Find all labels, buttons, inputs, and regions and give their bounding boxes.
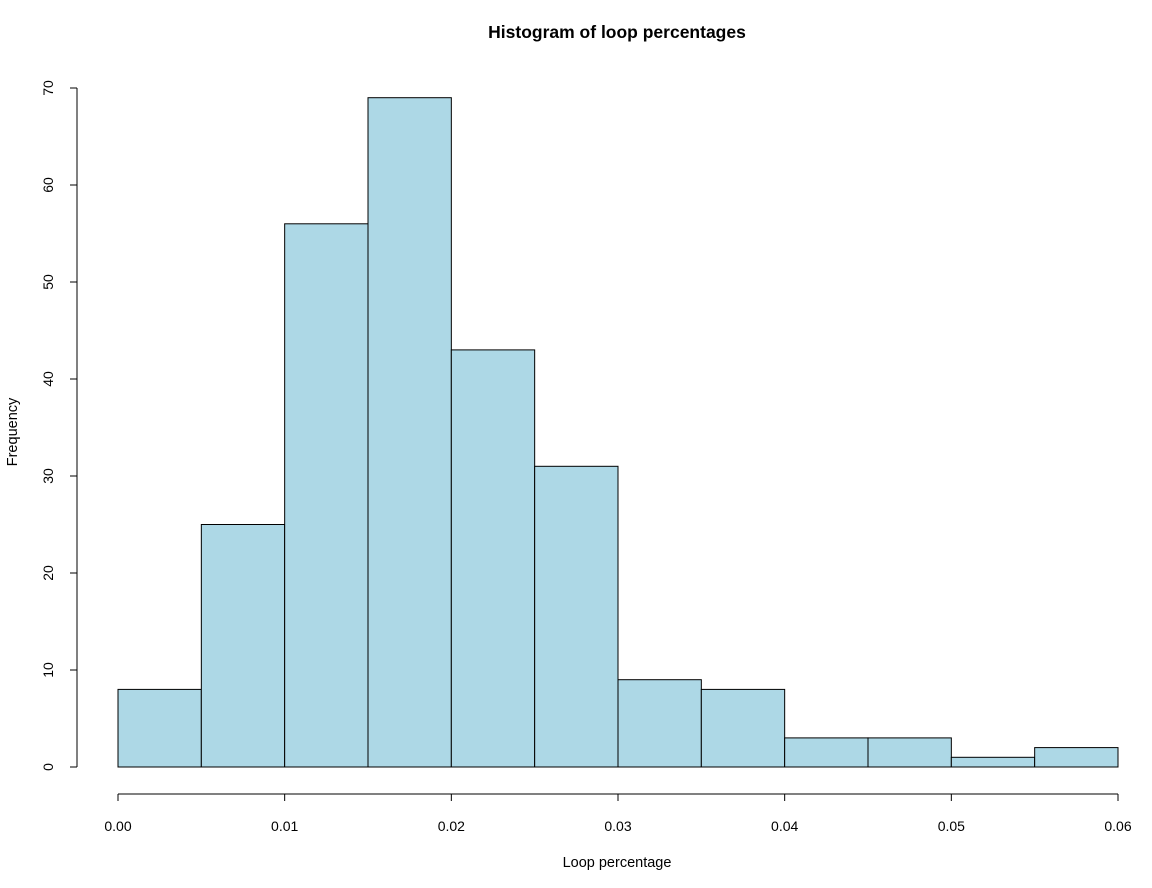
x-tick-label: 0.01 xyxy=(271,818,298,834)
x-tick-label: 0.06 xyxy=(1104,818,1131,834)
histogram-bar xyxy=(784,737,869,768)
chart-title: Histogram of loop percentages xyxy=(488,22,746,42)
y-tick-label: 40 xyxy=(40,371,56,387)
histogram-bar xyxy=(617,679,702,768)
histogram-bar xyxy=(450,349,536,768)
x-tick-label: 0.04 xyxy=(771,818,798,834)
histogram-bar xyxy=(534,465,619,768)
histogram-bar xyxy=(117,688,202,768)
x-axis: 0.00 0.01 0.02 0.03 0.04 0.05 0.06 xyxy=(104,793,1132,834)
y-axis: 0 10 20 30 40 50 60 70 xyxy=(40,80,78,771)
y-tick-label: 10 xyxy=(40,662,56,678)
y-tick-label: 70 xyxy=(40,80,56,96)
bars-group xyxy=(117,97,1119,768)
x-tick-label: 0.05 xyxy=(938,818,965,834)
histogram-bar xyxy=(700,688,786,768)
x-tick-label: 0.02 xyxy=(438,818,465,834)
y-tick-label: 20 xyxy=(40,565,56,581)
x-axis-label: Loop percentage xyxy=(563,855,672,871)
y-tick-label: 60 xyxy=(40,177,56,193)
y-tick-label: 30 xyxy=(40,468,56,484)
y-tick-label: 0 xyxy=(40,763,56,771)
x-tick-label: 0.03 xyxy=(604,818,631,834)
histogram-bar xyxy=(1034,747,1119,768)
y-tick-label: 50 xyxy=(40,274,56,290)
histogram-bar xyxy=(867,737,952,768)
y-axis-label: Frequency xyxy=(5,397,21,466)
histogram-bar xyxy=(950,756,1036,768)
histogram-bar xyxy=(367,97,452,768)
x-tick-label: 0.00 xyxy=(104,818,131,834)
histogram-bar xyxy=(200,524,286,768)
histogram-bar xyxy=(284,223,369,768)
